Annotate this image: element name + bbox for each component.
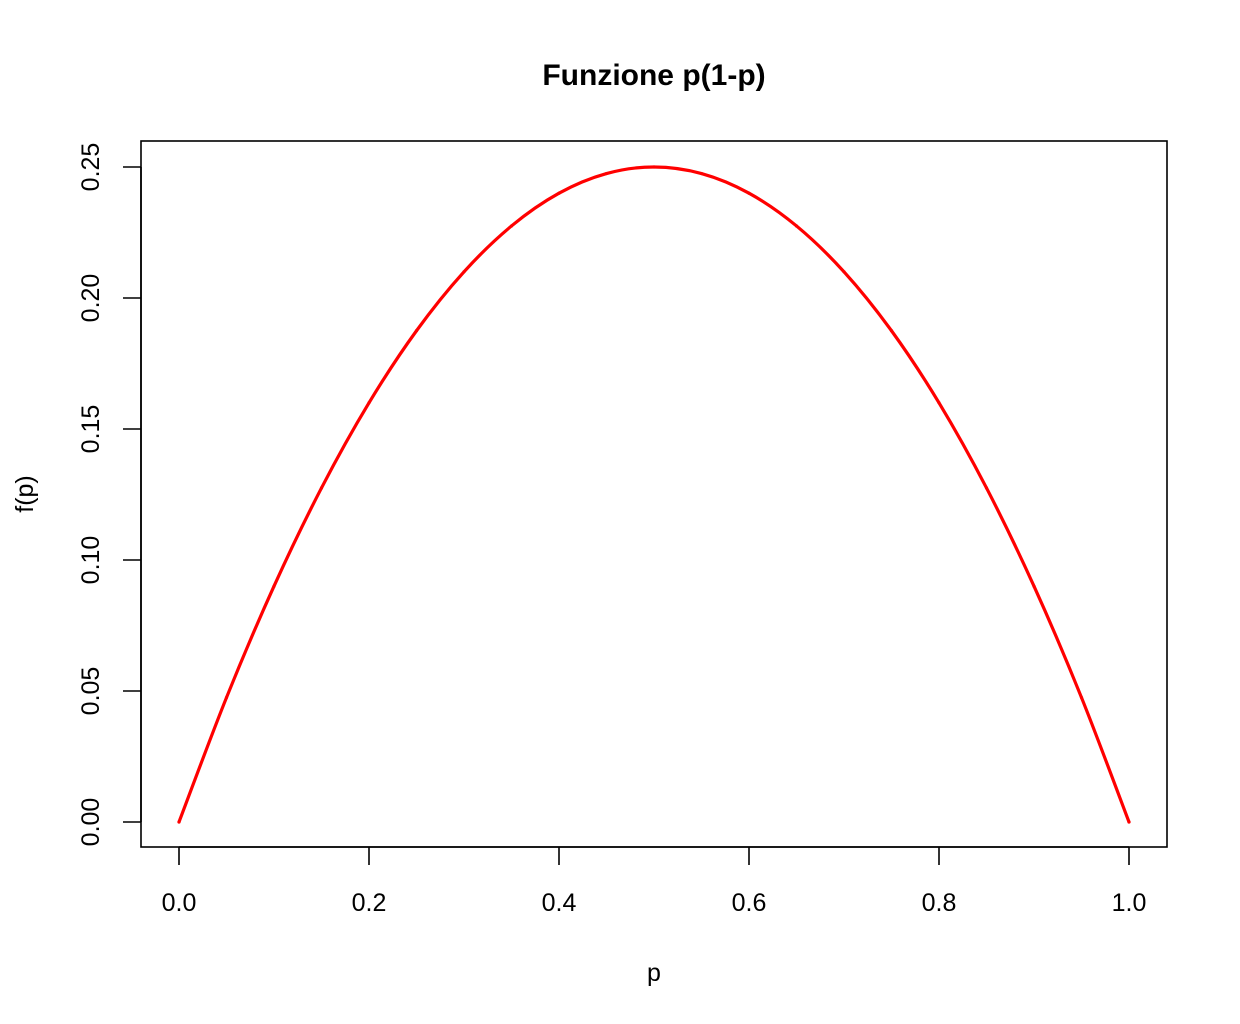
y-tick-label: 0.10 bbox=[77, 536, 105, 585]
data-point bbox=[462, 270, 466, 274]
chart-title: Funzione p(1-p) bbox=[542, 59, 765, 92]
y-tick-label: 0.25 bbox=[77, 143, 105, 192]
x-axis: 0.0 0.2 0.4 0.6 0.8 1.0 bbox=[162, 846, 1147, 917]
y-axis: 0.00 0.05 0.10 0.15 0.20 0.25 bbox=[77, 143, 142, 847]
y-tick-label: 0.05 bbox=[77, 667, 105, 716]
data-point bbox=[177, 820, 181, 824]
data-point bbox=[842, 270, 846, 274]
data-point bbox=[1079, 695, 1084, 700]
x-tick-label: 0.2 bbox=[352, 889, 387, 917]
data-point bbox=[272, 584, 276, 588]
data-point bbox=[224, 695, 229, 700]
data-point bbox=[604, 171, 609, 176]
data-point bbox=[984, 486, 989, 490]
data-point bbox=[414, 329, 419, 333]
data-point bbox=[889, 329, 894, 333]
data-point bbox=[1127, 820, 1131, 824]
plot-frame bbox=[140, 140, 1168, 848]
x-axis-label: p bbox=[647, 959, 661, 987]
series-layer bbox=[177, 165, 1131, 824]
data-point bbox=[937, 401, 941, 405]
data-point bbox=[319, 486, 324, 490]
x-tick-label: 0.6 bbox=[732, 889, 767, 917]
x-tick-label: 0.4 bbox=[542, 889, 577, 917]
x-tick-label: 1.0 bbox=[1112, 889, 1147, 917]
data-point bbox=[747, 191, 751, 195]
y-tick-label: 0.20 bbox=[77, 274, 105, 323]
y-tick-label: 0.00 bbox=[77, 798, 105, 847]
data-point bbox=[794, 224, 799, 228]
data-point bbox=[699, 171, 704, 176]
data-point bbox=[1032, 584, 1036, 588]
series-line bbox=[177, 165, 1131, 824]
x-tick-label: 0.0 bbox=[162, 889, 197, 917]
y-tick-label: 0.15 bbox=[77, 405, 105, 454]
data-point bbox=[367, 401, 371, 405]
x-tick-label: 0.8 bbox=[922, 889, 957, 917]
y-axis-label: f(p) bbox=[11, 475, 39, 513]
data-point bbox=[557, 191, 561, 195]
data-point bbox=[652, 165, 656, 169]
data-point bbox=[509, 224, 514, 228]
